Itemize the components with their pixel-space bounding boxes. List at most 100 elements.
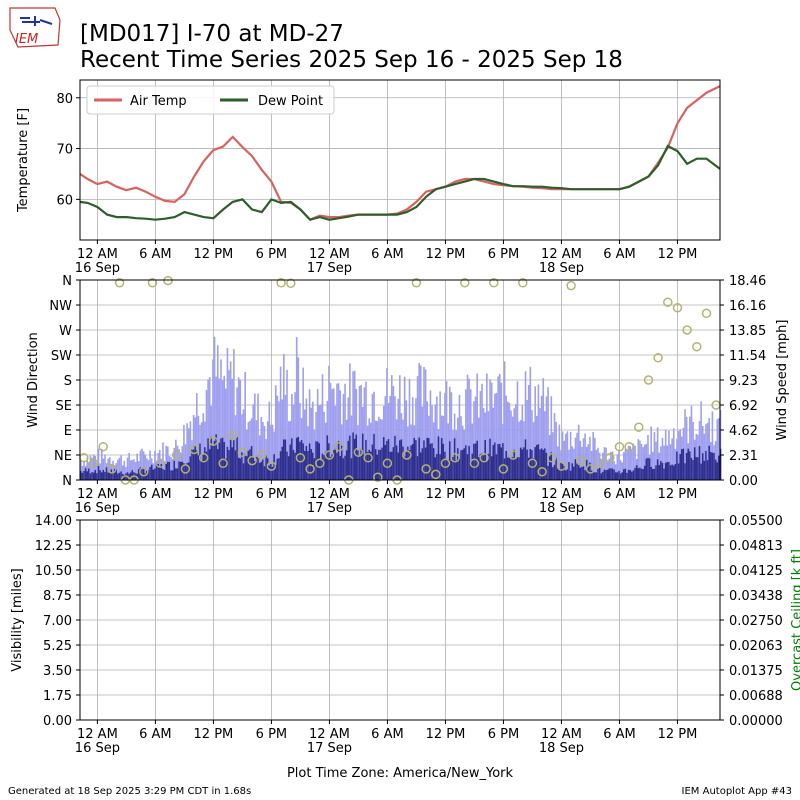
gust-bar: [408, 378, 411, 480]
speed-bar: [146, 470, 148, 480]
direction-point: [489, 278, 499, 288]
speed-tick-label: 9.23: [729, 374, 758, 389]
direction-point: [431, 469, 441, 480]
gust-bar: [266, 421, 269, 480]
gust-bar: [582, 438, 585, 480]
gust-bar: [479, 391, 482, 480]
x-tick-label: 6 PM: [256, 727, 287, 742]
speed-bar: [270, 464, 272, 480]
speed-bar: [104, 471, 106, 480]
gust-bar: [587, 444, 590, 480]
speed-bar: [616, 472, 619, 480]
gust-bar: [292, 404, 295, 480]
gust-bar: [133, 459, 135, 480]
speed-bar: [706, 460, 709, 480]
gust-bar: [268, 401, 271, 480]
speed-bar: [194, 445, 197, 480]
gust-bar: [614, 464, 617, 480]
gust-bar: [664, 429, 667, 480]
direction-point: [547, 453, 557, 463]
speed-bar: [171, 470, 174, 480]
speed-bar: [640, 468, 643, 480]
gust-bar: [274, 385, 277, 480]
gust-bar: [239, 379, 242, 480]
gust-bar: [112, 460, 114, 480]
gust-bar: [436, 396, 438, 480]
speed-bar: [613, 469, 615, 480]
gust-bar: [539, 408, 541, 480]
speed-bar: [186, 463, 188, 480]
direction-point: [653, 353, 663, 363]
speed-bar: [516, 457, 519, 480]
direction-point: [353, 447, 364, 457]
gust-bar: [80, 460, 82, 480]
speed-bar: [589, 462, 591, 480]
x-tick-label: 6 AM: [371, 247, 404, 262]
direction-point: [363, 453, 373, 463]
direction-point: [155, 458, 165, 469]
direction-point: [189, 444, 199, 455]
speed-bar: [80, 470, 82, 480]
speed-bar: [481, 453, 483, 480]
speed-bar: [337, 441, 340, 480]
gust-bar: [170, 457, 172, 480]
speed-bar: [107, 472, 109, 480]
speed-bar: [278, 458, 280, 480]
speed-bar: [265, 455, 267, 480]
speed-bar: [204, 447, 206, 480]
direction-point: [114, 278, 125, 288]
gust-bar: [476, 373, 478, 480]
x-tick-label: 12 PM: [194, 247, 234, 262]
gust-bar: [632, 443, 635, 480]
speed-bar: [648, 458, 651, 480]
gust-bar: [516, 381, 519, 480]
gust-bar: [131, 459, 134, 480]
gust-bar: [397, 398, 400, 480]
gust-bar: [518, 421, 520, 480]
gust-bar: [545, 396, 548, 480]
speed-bar: [460, 450, 462, 480]
gust-bar: [531, 410, 533, 480]
speed-bar: [105, 467, 108, 480]
gust-bar: [318, 405, 321, 480]
speed-bar: [155, 463, 158, 480]
gust-bar: [605, 447, 607, 480]
speed-bar: [510, 457, 512, 480]
gust-bar: [610, 451, 612, 480]
gust-bar: [424, 369, 427, 480]
direction-point: [479, 453, 489, 463]
speed-bar: [100, 472, 103, 480]
app-note: IEM Autoplot App #43: [682, 786, 792, 797]
gust-bar: [371, 393, 374, 480]
speed-bar: [564, 470, 567, 480]
speed-bar: [465, 445, 467, 480]
speed-bar: [394, 435, 396, 480]
speed-bar: [602, 471, 604, 480]
x-tick-label: 12 AM: [77, 247, 118, 262]
gust-bar: [365, 381, 367, 480]
gust-bar: [223, 375, 226, 480]
gust-bar: [643, 444, 646, 480]
speed-bar: [429, 443, 432, 480]
speed-bar: [600, 473, 603, 480]
speed-bar: [627, 469, 630, 480]
speed-bar: [503, 458, 506, 480]
speed-bar: [183, 463, 185, 480]
x-tick-date: 16 Sep: [75, 741, 120, 756]
speed-bar: [91, 472, 93, 480]
direction-point: [556, 461, 567, 471]
gust-bar: [233, 349, 235, 480]
gust-bar: [126, 457, 129, 480]
direction-point: [208, 436, 219, 446]
speed-bar: [303, 451, 306, 480]
speed-bar: [234, 450, 237, 480]
speed-bar: [558, 469, 561, 480]
speed-bar: [233, 439, 235, 480]
gust-bar: [136, 453, 138, 480]
speed-bar: [669, 465, 672, 480]
direction-point: [518, 278, 528, 288]
gust-bar: [482, 408, 485, 480]
speed-bar: [386, 440, 388, 480]
speed-bar: [360, 448, 362, 480]
